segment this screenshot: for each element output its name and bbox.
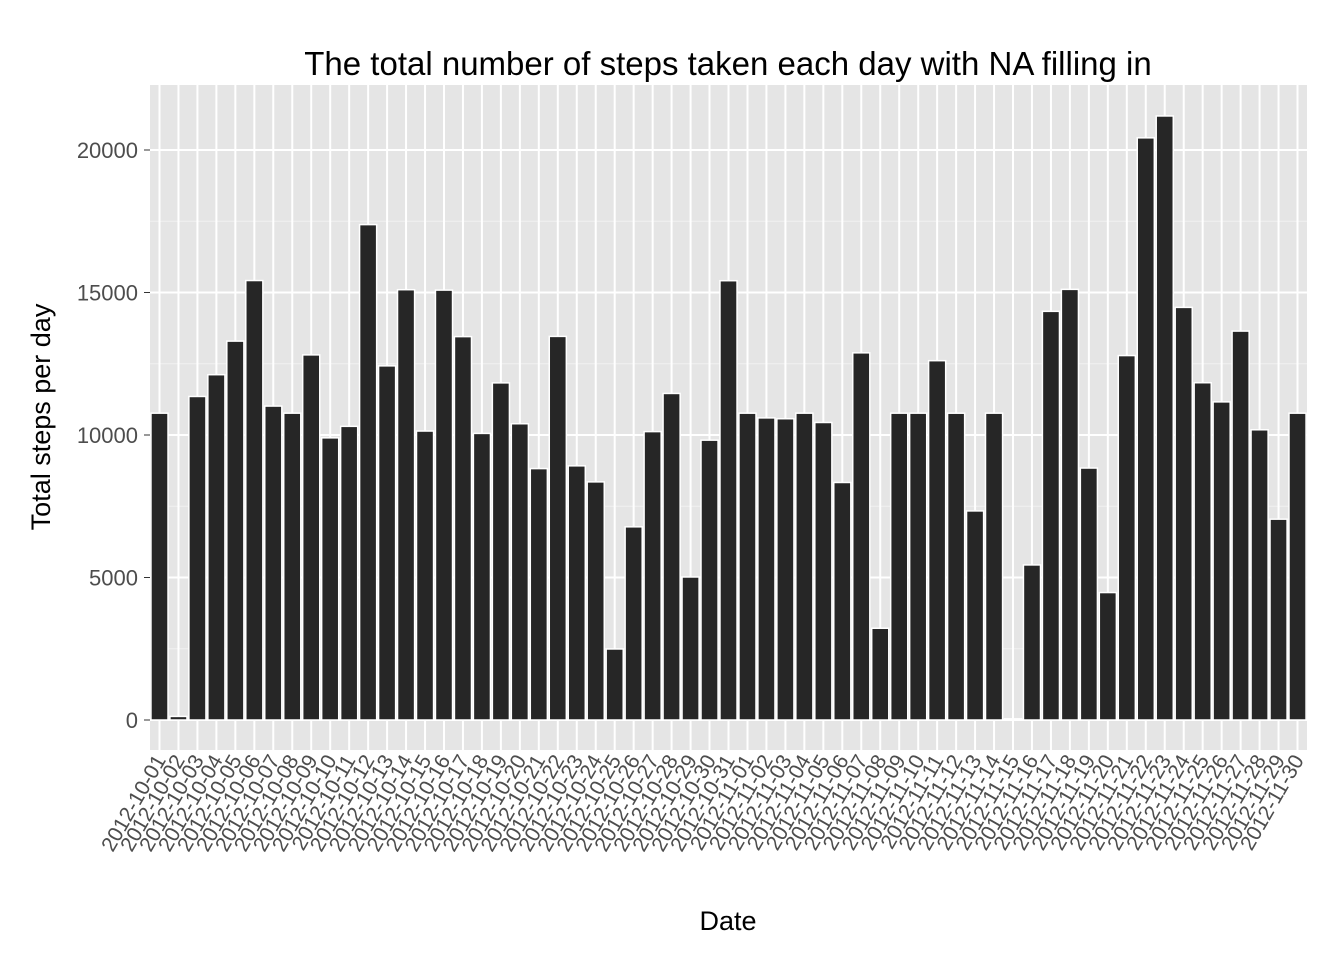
bar [1231, 330, 1250, 721]
bar [719, 279, 738, 721]
bar [738, 412, 757, 721]
bar [1193, 381, 1212, 721]
x-axis-ticks: 2012-10-012012-10-022012-10-032012-10-04… [97, 751, 1309, 856]
bar [1136, 137, 1156, 721]
bar [169, 715, 188, 721]
y-axis-ticks: 0 5000 10000 15000 20000 [77, 138, 150, 733]
bar [491, 382, 511, 721]
bar [472, 432, 492, 721]
bar [662, 392, 681, 721]
bar [1288, 412, 1307, 721]
x-axis-title: Date [699, 906, 756, 936]
bar [188, 395, 207, 721]
bar [396, 288, 416, 721]
bar [889, 412, 909, 721]
bar [851, 352, 871, 721]
bar [833, 481, 852, 721]
bar [870, 627, 890, 721]
bar [1079, 467, 1099, 721]
bar [1155, 115, 1175, 721]
bar [320, 437, 340, 721]
bars [150, 115, 1307, 721]
bar [377, 365, 397, 721]
bar [1041, 310, 1061, 721]
bar [795, 412, 814, 721]
bar [1250, 429, 1269, 721]
bar [567, 465, 587, 721]
y-axis-title: Total steps per day [26, 303, 56, 530]
bar [1022, 564, 1042, 721]
bar [453, 335, 473, 721]
bar [150, 412, 169, 721]
bar [529, 467, 549, 721]
bar [908, 412, 928, 721]
bar [301, 354, 321, 721]
bar [1098, 591, 1118, 721]
bar [927, 359, 947, 721]
bar [1003, 718, 1023, 721]
bar [700, 439, 719, 721]
bar [1174, 306, 1193, 721]
bar [946, 412, 966, 721]
bar [548, 335, 568, 721]
bar [814, 421, 833, 721]
bar [586, 481, 606, 721]
bar [510, 422, 530, 721]
bar [757, 417, 776, 721]
chart-title: The total number of steps taken each day… [304, 45, 1151, 82]
bar [415, 430, 435, 721]
y-tick-label: 20000 [77, 138, 138, 163]
bar [605, 648, 624, 721]
bar [643, 430, 662, 721]
y-tick-label: 5000 [89, 566, 138, 591]
bar [624, 526, 643, 721]
bar [282, 412, 302, 721]
y-tick-label: 15000 [77, 281, 138, 306]
bar [681, 576, 700, 721]
bar [339, 425, 359, 721]
y-tick-label: 10000 [77, 423, 138, 448]
bar [434, 289, 454, 721]
bar [1060, 288, 1080, 721]
bar [965, 510, 985, 721]
y-tick-label: 0 [126, 708, 138, 733]
bar [358, 223, 378, 721]
bar [984, 412, 1004, 721]
bar [1212, 401, 1231, 721]
bar [1269, 518, 1288, 721]
bar [245, 279, 264, 721]
bar [1117, 354, 1137, 721]
bar [226, 340, 245, 721]
bar [264, 405, 283, 721]
bar [776, 417, 795, 721]
bar [207, 373, 226, 721]
